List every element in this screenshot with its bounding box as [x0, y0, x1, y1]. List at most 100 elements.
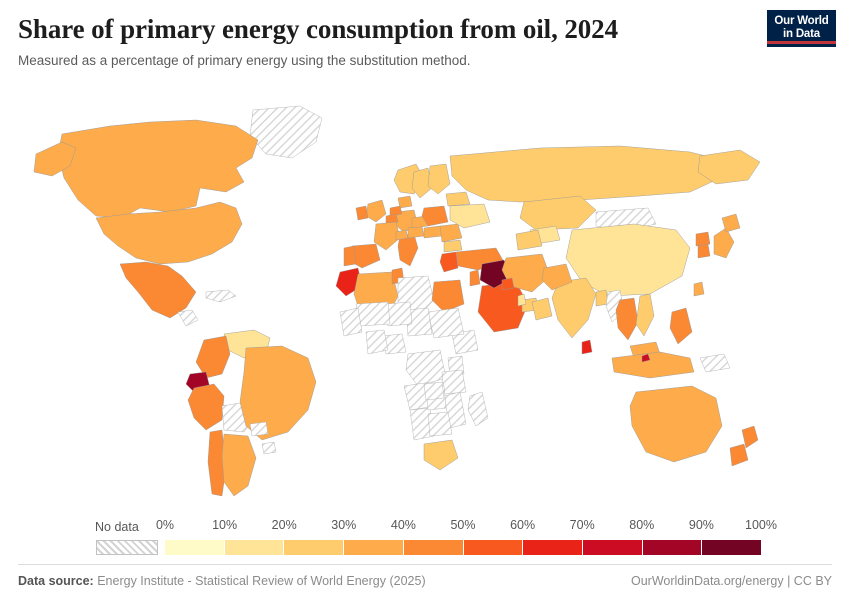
legend-color-bins[interactable] [165, 540, 762, 555]
legend-tick-40pct: 40% [390, 518, 416, 532]
country-greenland[interactable] [249, 105, 323, 159]
country-finland[interactable] [427, 163, 451, 195]
country-singapore[interactable] [641, 353, 651, 363]
country-other-africa-c[interactable] [365, 329, 389, 355]
country-switzerland[interactable] [395, 229, 409, 241]
legend-bin-3[interactable] [344, 540, 404, 555]
country-colombia[interactable] [195, 335, 231, 379]
country-vietnam[interactable] [635, 293, 655, 337]
country-indonesia[interactable] [611, 351, 695, 379]
country-china[interactable] [565, 223, 691, 297]
country-portugal[interactable] [343, 245, 357, 267]
country-japan-north[interactable] [721, 213, 741, 233]
country-paraguay[interactable] [249, 421, 269, 437]
owid-logo[interactable]: Our World in Data [767, 10, 836, 47]
country-argentina[interactable] [221, 433, 257, 496]
country-kazakhstan[interactable] [519, 195, 597, 231]
country-south-africa[interactable] [423, 439, 459, 471]
country-guatemala[interactable] [177, 309, 199, 327]
country-russia[interactable] [449, 145, 723, 203]
country-mexico[interactable] [119, 261, 197, 319]
country-egypt[interactable] [431, 279, 465, 313]
legend-tick-20pct: 20% [271, 518, 297, 532]
country-madagascar[interactable] [467, 391, 489, 427]
country-peru[interactable] [187, 383, 225, 431]
map-legend: No data 0% 10% 20% 30% 40% 50% 60% 70% 80% 90% 100… [0, 508, 850, 555]
country-new-zealand[interactable] [741, 425, 759, 449]
country-chad[interactable] [405, 307, 433, 337]
country-russia-east[interactable] [697, 149, 761, 185]
country-india[interactable] [551, 277, 597, 339]
country-democratic-republic-of-congo[interactable] [405, 349, 447, 387]
country-thailand[interactable] [615, 297, 639, 341]
legend-bin-2[interactable] [284, 540, 345, 555]
country-sudan[interactable] [427, 307, 465, 339]
legend-tick-30pct: 30% [331, 518, 357, 532]
country-poland[interactable] [421, 205, 449, 227]
country-turkmenistan[interactable] [515, 229, 543, 251]
country-united-kingdom[interactable] [365, 199, 387, 223]
country-greece[interactable] [439, 251, 459, 273]
country-ireland[interactable] [355, 205, 369, 221]
country-sri-lanka[interactable] [581, 339, 593, 355]
page-title: Share of primary energy consumption from… [18, 14, 618, 44]
country-brazil[interactable] [239, 345, 317, 441]
legend-bin-7[interactable] [582, 540, 643, 555]
country-australia[interactable] [629, 385, 723, 463]
legend-bin-6[interactable] [523, 540, 583, 555]
country-france[interactable] [373, 221, 401, 251]
country-austria[interactable] [407, 225, 425, 239]
country-papua-new-guinea[interactable] [699, 353, 731, 373]
country-zambia[interactable] [423, 381, 445, 401]
country-romania[interactable] [439, 223, 463, 243]
country-kuwait[interactable] [501, 277, 515, 291]
country-north-korea[interactable] [695, 231, 711, 247]
country-united-states[interactable] [95, 201, 243, 265]
country-japan[interactable] [713, 227, 735, 259]
country-israel[interactable] [469, 269, 481, 287]
country-pakistan[interactable] [541, 263, 573, 291]
legend-bin-0[interactable] [165, 540, 225, 555]
country-chile[interactable] [207, 429, 227, 496]
legend-bin-4[interactable] [403, 540, 464, 555]
data-source: Data source: Energy Institute - Statisti… [18, 574, 426, 588]
legend-bin-5[interactable] [463, 540, 524, 555]
country-sweden[interactable] [411, 167, 433, 199]
country-philippines[interactable] [669, 307, 693, 345]
world-choropleth-map[interactable] [0, 96, 850, 496]
country-belgium[interactable] [385, 213, 399, 225]
country-bulgaria[interactable] [443, 239, 463, 253]
legend-tick-10pct: 10% [212, 518, 238, 532]
country-botswana[interactable] [427, 411, 453, 437]
country-ethiopia[interactable] [451, 329, 479, 355]
country-qatar[interactable] [517, 293, 527, 307]
country-uruguay[interactable] [261, 441, 277, 455]
country-belarus[interactable] [445, 191, 471, 207]
footer-link[interactable]: OurWorldinData.org/energy | CC BY [630, 574, 832, 588]
country-oman[interactable] [531, 297, 553, 321]
legend-no-data-swatch[interactable] [96, 540, 158, 555]
legend-tick-60pct: 60% [510, 518, 536, 532]
country-new-zealand-south[interactable] [729, 443, 749, 467]
country-other-africa-w[interactable] [339, 307, 363, 337]
country-denmark[interactable] [397, 195, 413, 209]
legend-bin-8[interactable] [642, 540, 703, 555]
chart-footer: Data source: Energy Institute - Statisti… [0, 564, 850, 600]
legend-bin-9[interactable] [702, 540, 762, 555]
chart-header: Share of primary energy consumption from… [0, 0, 850, 70]
legend-tick-80pct: 80% [629, 518, 655, 532]
country-mali[interactable] [355, 301, 391, 327]
country-canada[interactable] [57, 119, 259, 219]
country-south-korea[interactable] [697, 243, 711, 259]
country-netherlands[interactable] [389, 205, 403, 217]
country-alaska[interactable] [33, 141, 77, 177]
data-source-text: Energy Institute - Statistical Review of… [97, 574, 426, 588]
country-tanzania[interactable] [441, 369, 467, 395]
country-iran[interactable] [501, 253, 551, 293]
country-taiwan[interactable] [693, 281, 705, 297]
country-hungary[interactable] [423, 225, 443, 239]
legend-bin-1[interactable] [224, 540, 285, 555]
country-cuba[interactable] [205, 289, 237, 303]
country-ukraine[interactable] [449, 203, 491, 229]
